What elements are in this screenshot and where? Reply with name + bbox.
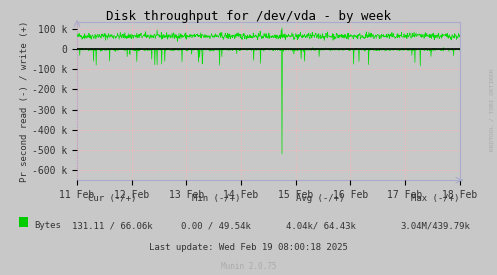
Text: Munin 2.0.75: Munin 2.0.75 [221, 262, 276, 271]
Text: 4.04k/ 64.43k: 4.04k/ 64.43k [286, 221, 355, 230]
Text: 0.00 / 49.54k: 0.00 / 49.54k [181, 221, 251, 230]
Text: 131.11 / 66.06k: 131.11 / 66.06k [72, 221, 152, 230]
Text: RRDTOOL / TOBI OETIKER: RRDTOOL / TOBI OETIKER [490, 69, 495, 151]
Text: Avg (-/+): Avg (-/+) [296, 194, 345, 203]
Text: Disk throughput for /dev/vda - by week: Disk throughput for /dev/vda - by week [106, 10, 391, 23]
Text: Bytes: Bytes [34, 221, 61, 230]
Text: 3.04M/439.79k: 3.04M/439.79k [400, 221, 470, 230]
Text: Max (-/+): Max (-/+) [411, 194, 459, 203]
Text: Min (-/+): Min (-/+) [192, 194, 241, 203]
Text: Cur (-/+): Cur (-/+) [87, 194, 136, 203]
Y-axis label: Pr second read (-) / write (+): Pr second read (-) / write (+) [20, 20, 29, 182]
Text: Last update: Wed Feb 19 08:00:18 2025: Last update: Wed Feb 19 08:00:18 2025 [149, 243, 348, 252]
